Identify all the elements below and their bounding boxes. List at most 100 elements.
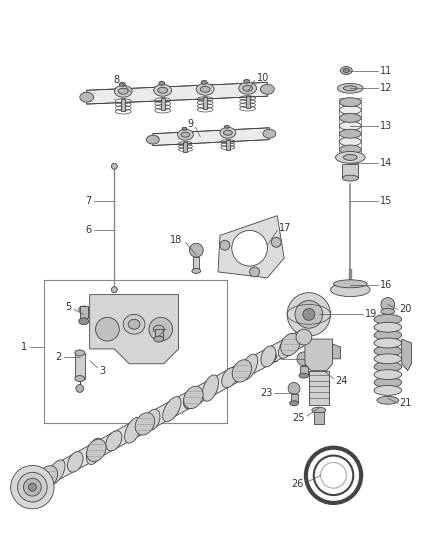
- Ellipse shape: [281, 333, 300, 356]
- Text: 21: 21: [400, 398, 412, 408]
- Text: 7: 7: [85, 196, 92, 206]
- Text: 13: 13: [380, 121, 392, 131]
- Ellipse shape: [339, 98, 361, 107]
- Text: 19: 19: [365, 309, 378, 319]
- Ellipse shape: [374, 314, 402, 324]
- Ellipse shape: [128, 319, 140, 329]
- Circle shape: [250, 267, 259, 277]
- Circle shape: [288, 383, 300, 394]
- Circle shape: [28, 483, 36, 491]
- Text: 14: 14: [380, 158, 392, 168]
- Text: 9: 9: [187, 119, 193, 129]
- Ellipse shape: [106, 431, 122, 451]
- Ellipse shape: [290, 401, 298, 406]
- Text: 17: 17: [279, 223, 292, 233]
- Ellipse shape: [374, 370, 402, 379]
- Circle shape: [18, 472, 47, 502]
- Polygon shape: [218, 216, 284, 278]
- Circle shape: [232, 230, 267, 266]
- Ellipse shape: [299, 373, 309, 378]
- Text: 16: 16: [380, 280, 392, 290]
- Polygon shape: [203, 97, 207, 109]
- Ellipse shape: [381, 309, 395, 314]
- Text: 3: 3: [99, 366, 106, 376]
- Ellipse shape: [340, 67, 352, 75]
- Polygon shape: [87, 83, 267, 104]
- Text: 10: 10: [257, 74, 269, 84]
- Ellipse shape: [337, 83, 363, 93]
- Polygon shape: [402, 339, 412, 370]
- Ellipse shape: [135, 413, 155, 435]
- Polygon shape: [305, 339, 332, 370]
- Polygon shape: [332, 344, 340, 359]
- Ellipse shape: [202, 375, 219, 401]
- Ellipse shape: [75, 376, 85, 382]
- Text: 18: 18: [170, 236, 183, 245]
- Circle shape: [189, 243, 203, 257]
- Ellipse shape: [336, 151, 365, 163]
- Ellipse shape: [38, 466, 57, 488]
- Ellipse shape: [224, 125, 230, 128]
- Ellipse shape: [154, 84, 172, 96]
- Ellipse shape: [154, 336, 164, 342]
- Bar: [300, 366, 308, 376]
- Ellipse shape: [125, 417, 142, 443]
- Circle shape: [149, 317, 173, 341]
- Ellipse shape: [374, 322, 402, 332]
- Ellipse shape: [261, 84, 274, 94]
- Ellipse shape: [177, 130, 193, 140]
- Ellipse shape: [343, 175, 358, 181]
- Ellipse shape: [153, 325, 164, 333]
- Ellipse shape: [374, 346, 402, 356]
- Ellipse shape: [162, 397, 181, 422]
- Ellipse shape: [79, 306, 88, 313]
- Text: 20: 20: [400, 304, 412, 314]
- Polygon shape: [121, 99, 125, 111]
- Bar: [155, 329, 163, 339]
- Ellipse shape: [374, 385, 402, 395]
- Ellipse shape: [279, 334, 297, 358]
- Bar: [314, 412, 324, 424]
- Ellipse shape: [200, 86, 210, 92]
- Ellipse shape: [119, 83, 125, 86]
- Ellipse shape: [222, 368, 238, 387]
- Ellipse shape: [339, 130, 361, 138]
- Ellipse shape: [339, 114, 361, 123]
- Polygon shape: [90, 295, 179, 364]
- Circle shape: [314, 456, 353, 495]
- Circle shape: [271, 237, 281, 247]
- Circle shape: [297, 352, 311, 366]
- Ellipse shape: [146, 135, 159, 144]
- Ellipse shape: [312, 407, 325, 413]
- Bar: [339, 98, 361, 154]
- Text: 24: 24: [336, 376, 348, 385]
- Text: 25: 25: [293, 413, 305, 423]
- Ellipse shape: [243, 85, 253, 91]
- Ellipse shape: [339, 106, 361, 115]
- Text: 15: 15: [380, 196, 392, 206]
- Text: 26: 26: [292, 479, 304, 489]
- Ellipse shape: [184, 389, 199, 409]
- Circle shape: [76, 384, 84, 392]
- Ellipse shape: [331, 283, 370, 296]
- Ellipse shape: [339, 145, 361, 154]
- Bar: [343, 164, 358, 178]
- Ellipse shape: [374, 354, 402, 364]
- Circle shape: [287, 293, 331, 336]
- Ellipse shape: [374, 330, 402, 340]
- Ellipse shape: [87, 438, 102, 465]
- Ellipse shape: [374, 377, 402, 387]
- Ellipse shape: [263, 130, 276, 138]
- Polygon shape: [226, 140, 230, 150]
- Text: 22: 22: [267, 354, 279, 364]
- Ellipse shape: [114, 85, 132, 97]
- Ellipse shape: [192, 269, 201, 273]
- Ellipse shape: [239, 83, 257, 94]
- Ellipse shape: [232, 360, 251, 382]
- Circle shape: [11, 465, 54, 509]
- Circle shape: [95, 317, 119, 341]
- Polygon shape: [246, 96, 250, 108]
- Ellipse shape: [333, 280, 367, 288]
- Ellipse shape: [339, 137, 361, 146]
- Ellipse shape: [79, 318, 88, 325]
